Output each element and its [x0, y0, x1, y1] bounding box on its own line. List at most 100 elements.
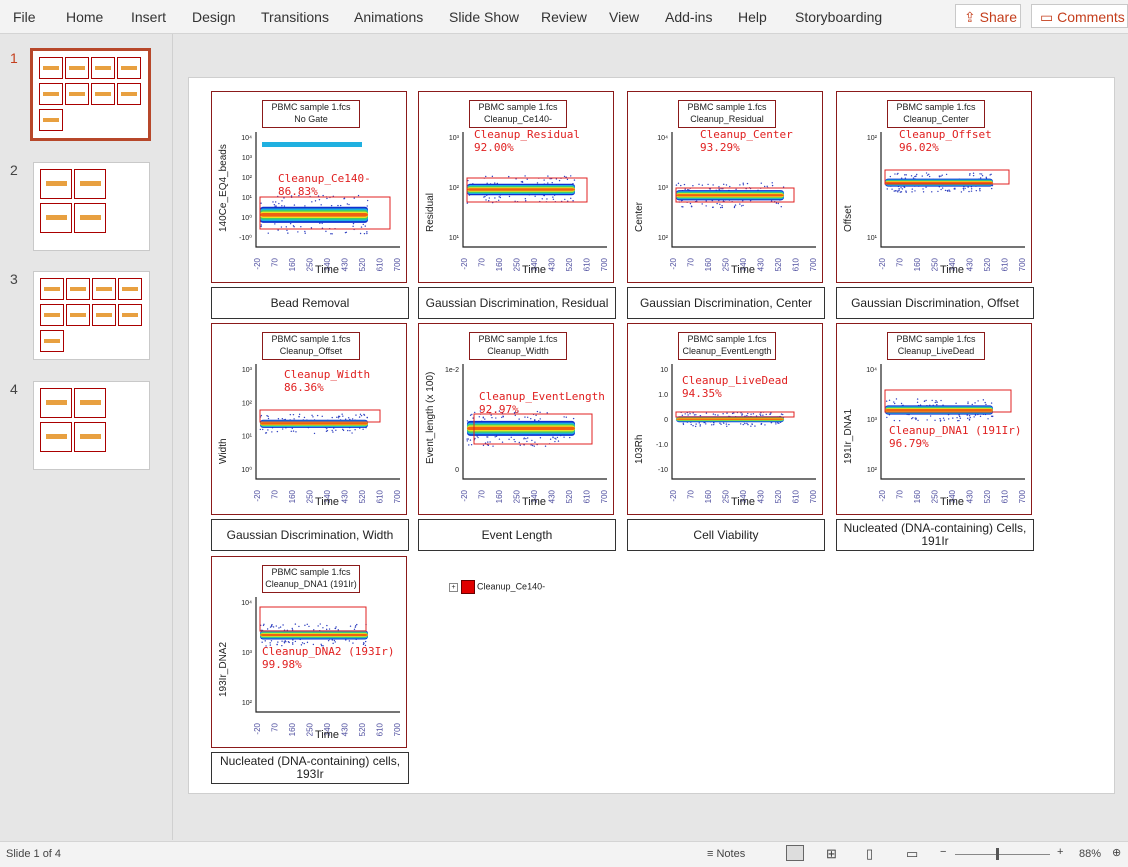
zoom-out-button[interactable]: − — [940, 846, 946, 858]
flow-plot[interactable]: -20 70 160 250 340 430 520 610 700 1e-2 0 PBMC samp… — [418, 323, 614, 515]
ribbon-tab-view[interactable]: View — [609, 9, 639, 25]
gate-label[interactable]: Cleanup_Width 86.36% — [284, 368, 370, 394]
share-button[interactable]: ⇪ Share — [955, 4, 1021, 28]
plot-caption[interactable]: Gaussian Discrimination, Residual — [418, 287, 616, 319]
plot-caption[interactable]: Gaussian Discrimination, Center — [627, 287, 825, 319]
gate-label[interactable]: Cleanup_Residual 92.00% — [474, 128, 580, 154]
event-dot — [989, 174, 990, 175]
slide-thumbnail-1[interactable] — [30, 48, 151, 141]
y-tick-label: 10² — [242, 700, 253, 707]
event-dot — [261, 224, 262, 225]
event-dot — [300, 226, 301, 227]
gate-label[interactable]: Cleanup_EventLength 92.97% — [479, 390, 605, 416]
gate-label[interactable]: Cleanup_DNA1 (191Ir) 96.79% — [889, 424, 1021, 450]
ribbon-tab-home[interactable]: Home — [66, 9, 103, 25]
zoom-level[interactable]: 88% — [1079, 848, 1101, 860]
y-tick-label: 10¹ — [449, 235, 460, 242]
flow-plot[interactable]: -20 70 160 250 340 430 520 610 700 10⁴ 10³ 10² 10¹ 10… — [211, 91, 407, 283]
fit-to-window-icon[interactable]: ⊕ — [1112, 846, 1121, 859]
ribbon-tab-add-ins[interactable]: Add-ins — [665, 9, 712, 25]
slide-thumbnail-3[interactable] — [33, 271, 150, 360]
event-dot — [914, 190, 915, 191]
event-dot — [984, 402, 985, 403]
plot-caption[interactable]: Gaussian Discrimination, Width — [211, 519, 409, 551]
slide-thumbnail-4[interactable] — [33, 381, 150, 470]
notes-button[interactable]: ≡ Notes — [707, 848, 745, 860]
event-dot — [762, 414, 763, 415]
event-dot — [954, 188, 955, 189]
event-dot — [964, 188, 965, 189]
event-dot — [980, 416, 981, 417]
comments-button[interactable]: ▭ Comments — [1031, 4, 1128, 28]
ribbon-tab-insert[interactable]: Insert — [131, 9, 166, 25]
reading-view-icon[interactable]: ▯ — [866, 846, 873, 862]
event-dot — [495, 417, 496, 418]
ribbon-tab-help[interactable]: Help — [738, 9, 767, 25]
flow-plot[interactable]: -20 70 160 250 340 430 520 610 700 10⁴ 10³ 10² PBMC … — [627, 91, 823, 283]
event-dot — [969, 415, 970, 416]
event-dot — [524, 175, 525, 176]
zoom-slider-thumb[interactable] — [996, 848, 999, 860]
ribbon-tab-slide-show[interactable]: Slide Show — [449, 9, 519, 25]
event-dot — [692, 185, 693, 186]
y-tick-label: 10 — [660, 367, 668, 374]
event-dot — [277, 431, 278, 432]
event-dot — [331, 205, 332, 206]
gate-label[interactable]: Cleanup_Center 93.29% — [700, 128, 793, 154]
flow-plot[interactable]: -20 70 160 250 340 430 520 610 700 10³ 10² 10¹ 10⁰ PB… — [211, 323, 407, 515]
flow-plot[interactable]: -20 70 160 250 340 430 520 610 700 10³ 10² 10¹ PBMC … — [418, 91, 614, 283]
flow-plot[interactable]: -20 70 160 250 340 430 520 610 700 10² 10¹ PBMC sam… — [836, 91, 1032, 283]
plot-caption[interactable]: Event Length — [418, 519, 616, 551]
plot-caption[interactable]: Nucleated (DNA-containing) Cells, 191Ir — [836, 519, 1034, 551]
slide-thumbnail-2[interactable] — [33, 162, 150, 251]
event-dot — [352, 418, 353, 419]
event-dot — [292, 428, 293, 429]
y-axis-label: 140Ce_EQ4_beads — [218, 144, 229, 232]
slide-sorter-icon[interactable]: ⊞ — [826, 846, 837, 862]
event-dot — [274, 223, 275, 224]
normal-view-icon[interactable] — [786, 845, 804, 861]
gate-label[interactable]: Cleanup_LiveDead 94.35% — [682, 374, 788, 400]
event-dot — [959, 416, 960, 417]
x-tick-label: 700 — [809, 489, 818, 503]
event-dot — [295, 431, 296, 432]
zoom-in-button[interactable]: + — [1057, 846, 1063, 858]
event-dot — [559, 180, 560, 181]
event-dot — [564, 176, 565, 177]
expand-icon[interactable]: + — [449, 583, 458, 592]
flow-plot[interactable]: -20 70 160 250 340 430 520 610 700 10⁴ 10³ 10² PBMC … — [836, 323, 1032, 515]
event-dot — [944, 420, 945, 421]
ribbon-tab-animations[interactable]: Animations — [354, 9, 423, 25]
y-tick-label: 1.0 — [658, 392, 668, 399]
event-dot — [345, 232, 346, 233]
event-dot — [366, 231, 367, 232]
plot-caption[interactable]: Cell Viability — [627, 519, 825, 551]
event-dot — [956, 417, 957, 418]
gate-label[interactable]: Cleanup_DNA2 (193Ir) 99.98% — [262, 645, 394, 671]
gate-label[interactable]: Cleanup_Offset 96.02% — [899, 128, 992, 154]
ribbon-tab-design[interactable]: Design — [192, 9, 236, 25]
ribbon-tab-file[interactable]: File — [13, 9, 36, 25]
event-dot — [914, 176, 915, 177]
ribbon-tab-review[interactable]: Review — [541, 9, 587, 25]
plot-caption[interactable]: Nucleated (DNA-containing) cells, 193Ir — [211, 752, 409, 784]
ribbon-tab-transitions[interactable]: Transitions — [261, 9, 329, 25]
flow-plot[interactable]: -20 70 160 250 340 430 520 610 700 10 1.0 0 -1.0 -10 P… — [627, 323, 823, 515]
ribbon-tab-storyboarding[interactable]: Storyboarding — [795, 9, 882, 25]
slideshow-icon[interactable]: ▭ — [906, 846, 918, 862]
event-dot — [501, 417, 502, 418]
x-tick-label: 700 — [600, 489, 609, 503]
slide-thumbnail-pane[interactable]: 1 2 3 4 — [0, 34, 173, 840]
gate-label[interactable]: Cleanup_Ce140- 86.83% — [278, 172, 371, 198]
event-dot — [726, 413, 727, 414]
event-dot — [690, 424, 691, 425]
zoom-slider[interactable] — [955, 854, 1050, 855]
plot-caption[interactable]: Bead Removal — [211, 287, 409, 319]
flow-plot[interactable]: -20 70 160 250 340 430 520 610 700 10⁴ 10³ 10² PBMC … — [211, 556, 407, 748]
gate-percent: 99.98% — [262, 658, 394, 671]
x-tick-label: -20 — [669, 257, 678, 269]
gate-name: Cleanup_DNA2 (193Ir) — [262, 645, 394, 658]
plot-caption[interactable]: Gaussian Discrimination, Offset — [836, 287, 1034, 319]
gate-percent: 86.83% — [278, 185, 371, 198]
slide-canvas[interactable]: + Cleanup_Ce140- -20 70 160 250 340 430 520 610… — [188, 77, 1115, 794]
